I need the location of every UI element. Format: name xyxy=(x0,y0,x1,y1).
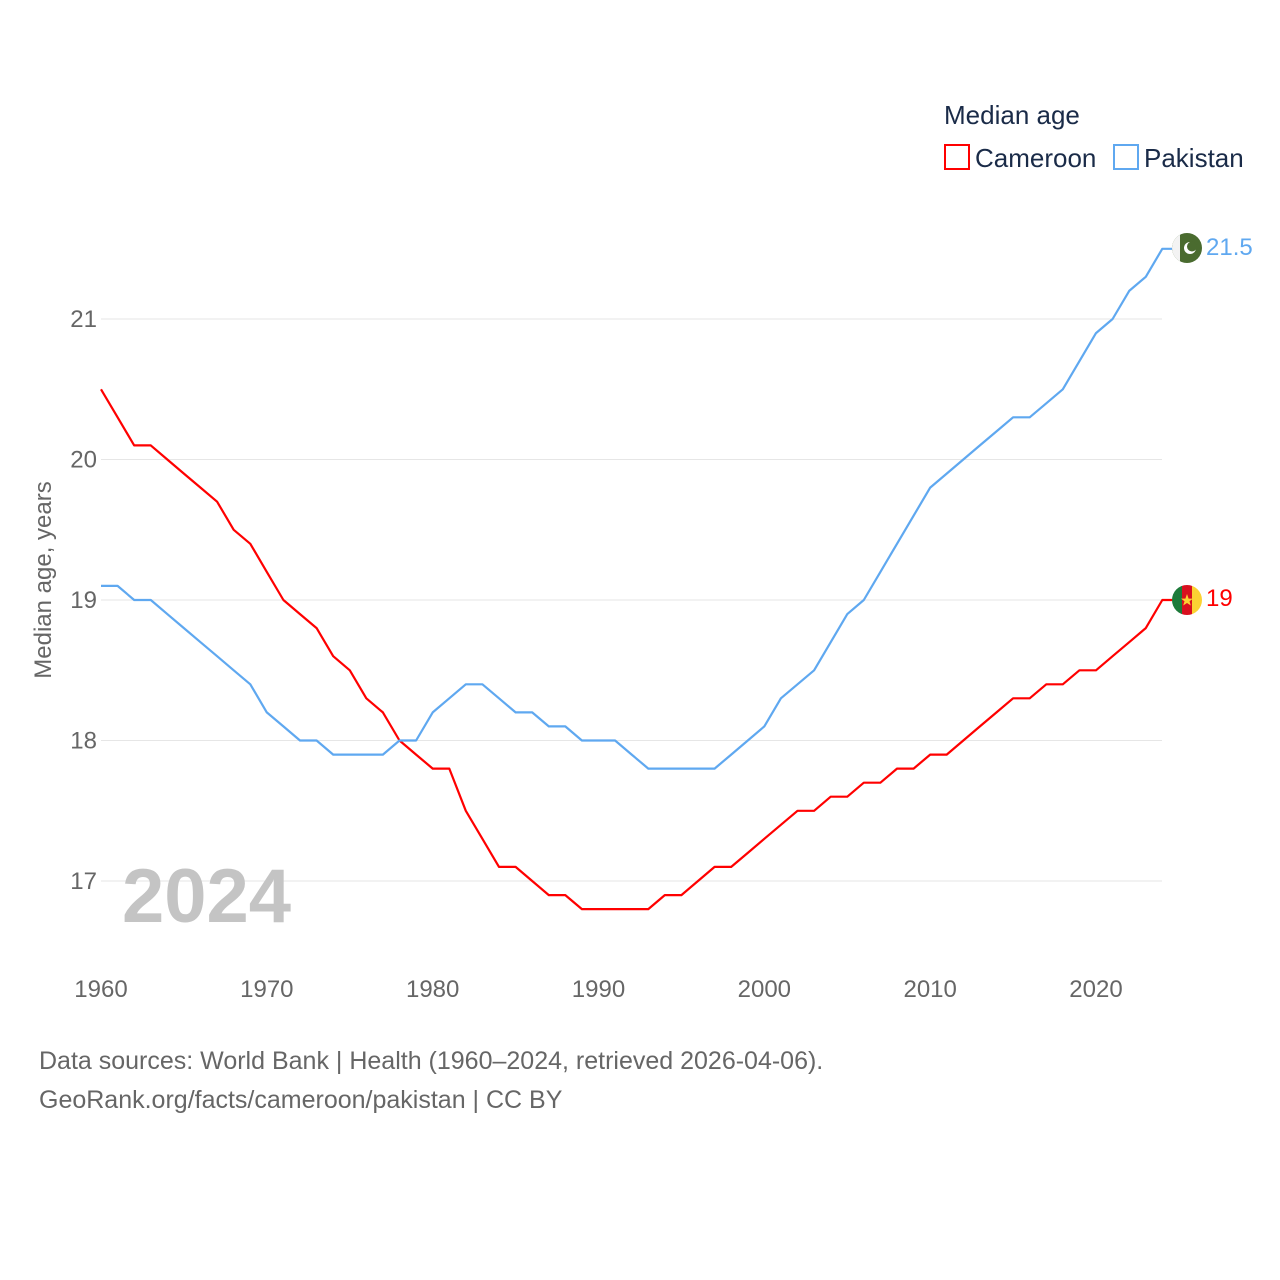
x-tick-label: 1960 xyxy=(74,976,127,1003)
cameroon-flag-icon xyxy=(1172,585,1202,615)
legend-item-pakistan[interactable]: Pakistan xyxy=(1113,143,1244,173)
y-tick-label: 18 xyxy=(70,728,97,755)
legend-title: Median age xyxy=(944,100,1080,130)
x-tick-label: 2020 xyxy=(1069,976,1122,1003)
legend-label-pakistan: Pakistan xyxy=(1144,143,1244,173)
x-tick-label: 1990 xyxy=(572,976,625,1003)
legend: Median age Cameroon Pakistan xyxy=(944,100,1244,173)
y-tick-label: 20 xyxy=(70,447,97,474)
x-tick-label: 2010 xyxy=(903,976,956,1003)
series-line-cameroon[interactable] xyxy=(100,388,1173,911)
x-tick-label: 1970 xyxy=(240,976,293,1003)
pakistan-flag-icon xyxy=(1172,233,1202,263)
legend-item-cameroon[interactable]: Cameroon xyxy=(944,143,1096,173)
y-tick-label: 17 xyxy=(70,868,97,895)
y-tick-label: 21 xyxy=(70,306,97,333)
x-axis-ticks: 1960 1970 1980 1990 2000 2010 2020 xyxy=(74,976,1122,1003)
source-line-1: Data sources: World Bank | Health (1960–… xyxy=(39,1047,823,1075)
year-watermark: 2024 xyxy=(122,854,291,939)
legend-swatch-pakistan xyxy=(1113,144,1139,170)
legend-swatch-cameroon xyxy=(944,144,970,170)
y-tick-label: 19 xyxy=(70,587,97,614)
source-line-2[interactable]: GeoRank.org/facts/cameroon/pakistan | CC… xyxy=(39,1086,563,1114)
legend-label-cameroon: Cameroon xyxy=(975,143,1096,173)
series-lines xyxy=(100,247,1173,911)
y-axis-label: Median age, years xyxy=(30,481,57,678)
y-axis-ticks: 17 18 19 20 21 xyxy=(70,306,97,895)
pakistan-end-value: 21.5 xyxy=(1206,234,1253,261)
x-tick-label: 2000 xyxy=(738,976,791,1003)
cameroon-end-value: 19 xyxy=(1206,585,1233,612)
grid-lines xyxy=(101,318,1162,882)
series-line-pakistan[interactable] xyxy=(101,247,1173,770)
x-tick-label: 1980 xyxy=(406,976,459,1003)
